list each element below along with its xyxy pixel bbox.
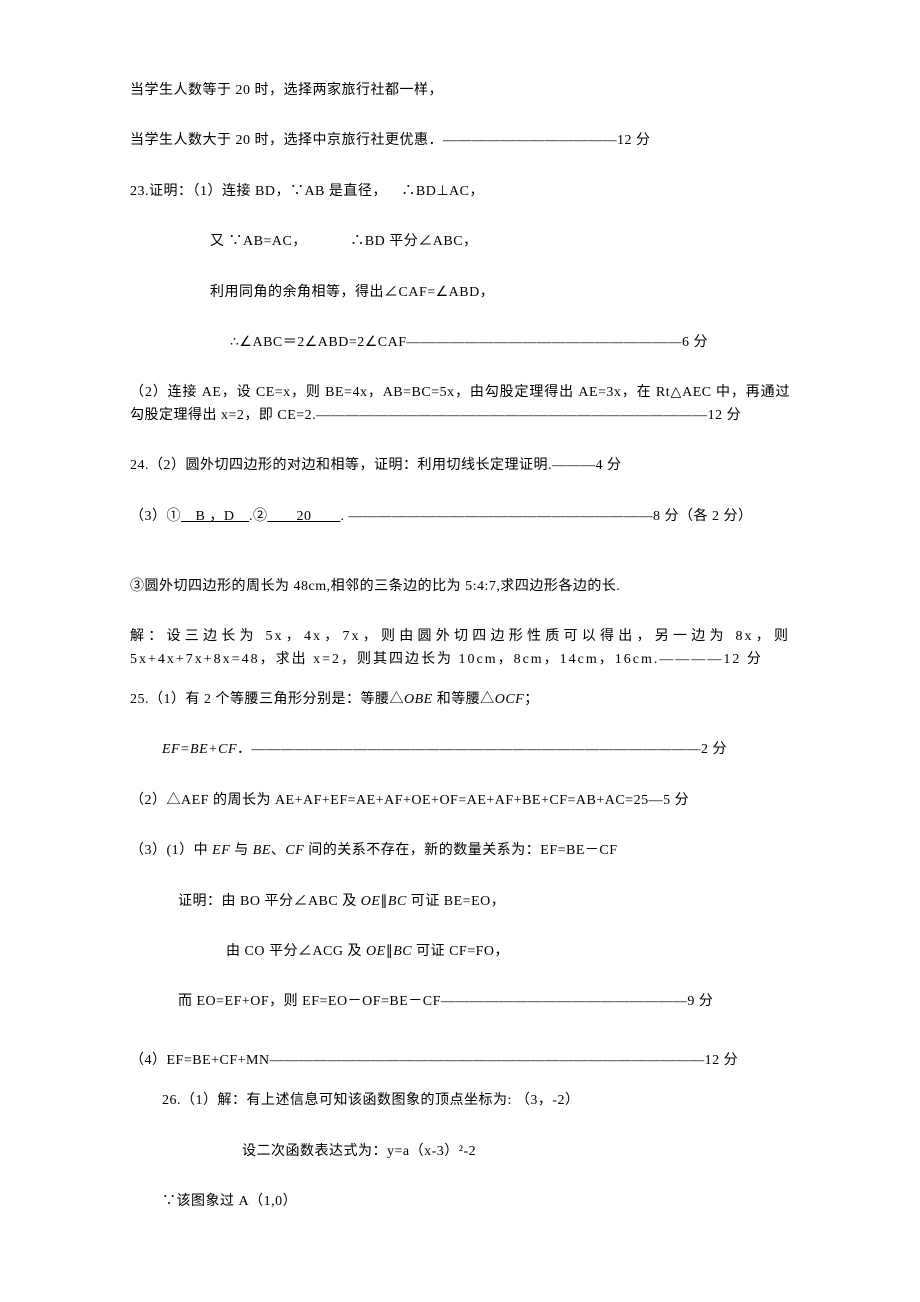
text-fragment: 25.（1）有 2 个等腰三角形分别是：等腰△ xyxy=(130,692,404,707)
text-line: （3）① B ，D .② 20 . ―――――――――――――――――――――8… xyxy=(130,506,790,528)
text-line: 解：设三边长为 5x，4x，7x，则由圆外切四边形性质可以得出，另一边为 8x，… xyxy=(130,626,790,671)
blank-answer: 20 xyxy=(267,509,340,524)
text-fragment: 和等腰△ xyxy=(433,692,495,707)
italic-text: BC xyxy=(393,944,412,959)
text-fragment: 间的关系不存在，新的数量关系为：EF=BE－CF xyxy=(304,843,617,858)
italic-text: BC xyxy=(388,894,407,909)
italic-text: EF=BE+CF xyxy=(162,742,237,757)
text-fragment: 可证 CF=FO， xyxy=(412,944,509,959)
text-fragment: ； xyxy=(524,692,539,707)
text-fragment: 由 CO 平分∠ACG 及 xyxy=(226,944,366,959)
text-fragment: .② xyxy=(249,509,268,524)
text-fragment: 与 xyxy=(230,843,253,858)
text-line: 由 CO 平分∠ACG 及 OE∥BC 可证 CF=FO， xyxy=(130,941,790,963)
text-line: 当学生人数大于 20 时，选择中京旅行社更优惠．――――――――――――12 分 xyxy=(130,130,790,152)
text-fragment: ∥ xyxy=(380,894,388,909)
text-line: 而 EO=EF+OF，则 EF=EO－OF=BE－CF―――――――――――――… xyxy=(130,991,790,1013)
italic-text: OCF xyxy=(495,692,525,707)
text-line: ∴∠ABC＝2∠ABD=2∠CAF―――――――――――――――――――6 分 xyxy=(130,332,790,354)
text-fragment: （3）(1）中 xyxy=(130,843,212,858)
text-line: EF=BE+CF．―――――――――――――――――――――――――――――――… xyxy=(130,739,790,761)
text-line: 设二次函数表达式为：y=a（x-3）²-2 xyxy=(130,1141,790,1163)
italic-text: EF xyxy=(212,843,230,858)
blank-answer: B ，D xyxy=(181,509,249,524)
text-fragment: ．―――――――――――――――――――――――――――――――2 分 xyxy=(237,742,727,757)
text-line: 又 ∵AB=AC， ∴BD 平分∠ABC， xyxy=(130,231,790,253)
text-fragment: 证明：由 BO 平分∠ABC 及 xyxy=(178,894,361,909)
italic-text: OBE xyxy=(404,692,433,707)
text-line: 25.（1）有 2 个等腰三角形分别是：等腰△OBE 和等腰△OCF； xyxy=(130,689,790,711)
italic-text: OE xyxy=(361,894,381,909)
text-fragment: 可证 BE=EO， xyxy=(407,894,505,909)
text-line: （4）EF=BE+CF+MN――――――――――――――――――――――――――… xyxy=(130,1050,790,1072)
text-line: （2）连接 AE，设 CE=x，则 BE=4x，AB=BC=5x，由勾股定理得出… xyxy=(130,382,790,427)
italic-text: OE xyxy=(366,944,386,959)
italic-text: CF xyxy=(285,843,304,858)
text-line: 24.（2）圆外切四边形的对边和相等，证明：利用切线长定理证明.―――4 分 xyxy=(130,455,790,477)
text-line: 26.（1）解：有上述信息可知该函数图象的顶点坐标为: （3，-2） xyxy=(130,1090,790,1112)
text-line: （3）(1）中 EF 与 BE、CF 间的关系不存在，新的数量关系为：EF=BE… xyxy=(130,840,790,862)
text-line: ∵该图象过 A（1,0） xyxy=(130,1191,790,1213)
text-line: 当学生人数等于 20 时，选择两家旅行社都一样， xyxy=(130,80,790,102)
text-line: 23.证明：（1）连接 BD，∵AB 是直径， ∴BD⊥AC， xyxy=(130,181,790,203)
text-fragment: . ―――――――――――――――――――――8 分（各 2 分） xyxy=(340,509,752,524)
text-line: 利用同角的余角相等，得出∠CAF=∠ABD， xyxy=(130,282,790,304)
italic-text: BE xyxy=(253,843,271,858)
text-fragment: （3）① xyxy=(130,509,181,524)
text-line: ③圆外切四边形的周长为 48cm,相邻的三条边的比为 5:4:7,求四边形各边的… xyxy=(130,576,790,598)
text-line: 证明：由 BO 平分∠ABC 及 OE∥BC 可证 BE=EO， xyxy=(130,891,790,913)
text-fragment: 、 xyxy=(271,843,286,858)
text-line: （2）△AEF 的周长为 AE+AF+EF=AE+AF+OE+OF=AE+AF+… xyxy=(130,790,790,812)
